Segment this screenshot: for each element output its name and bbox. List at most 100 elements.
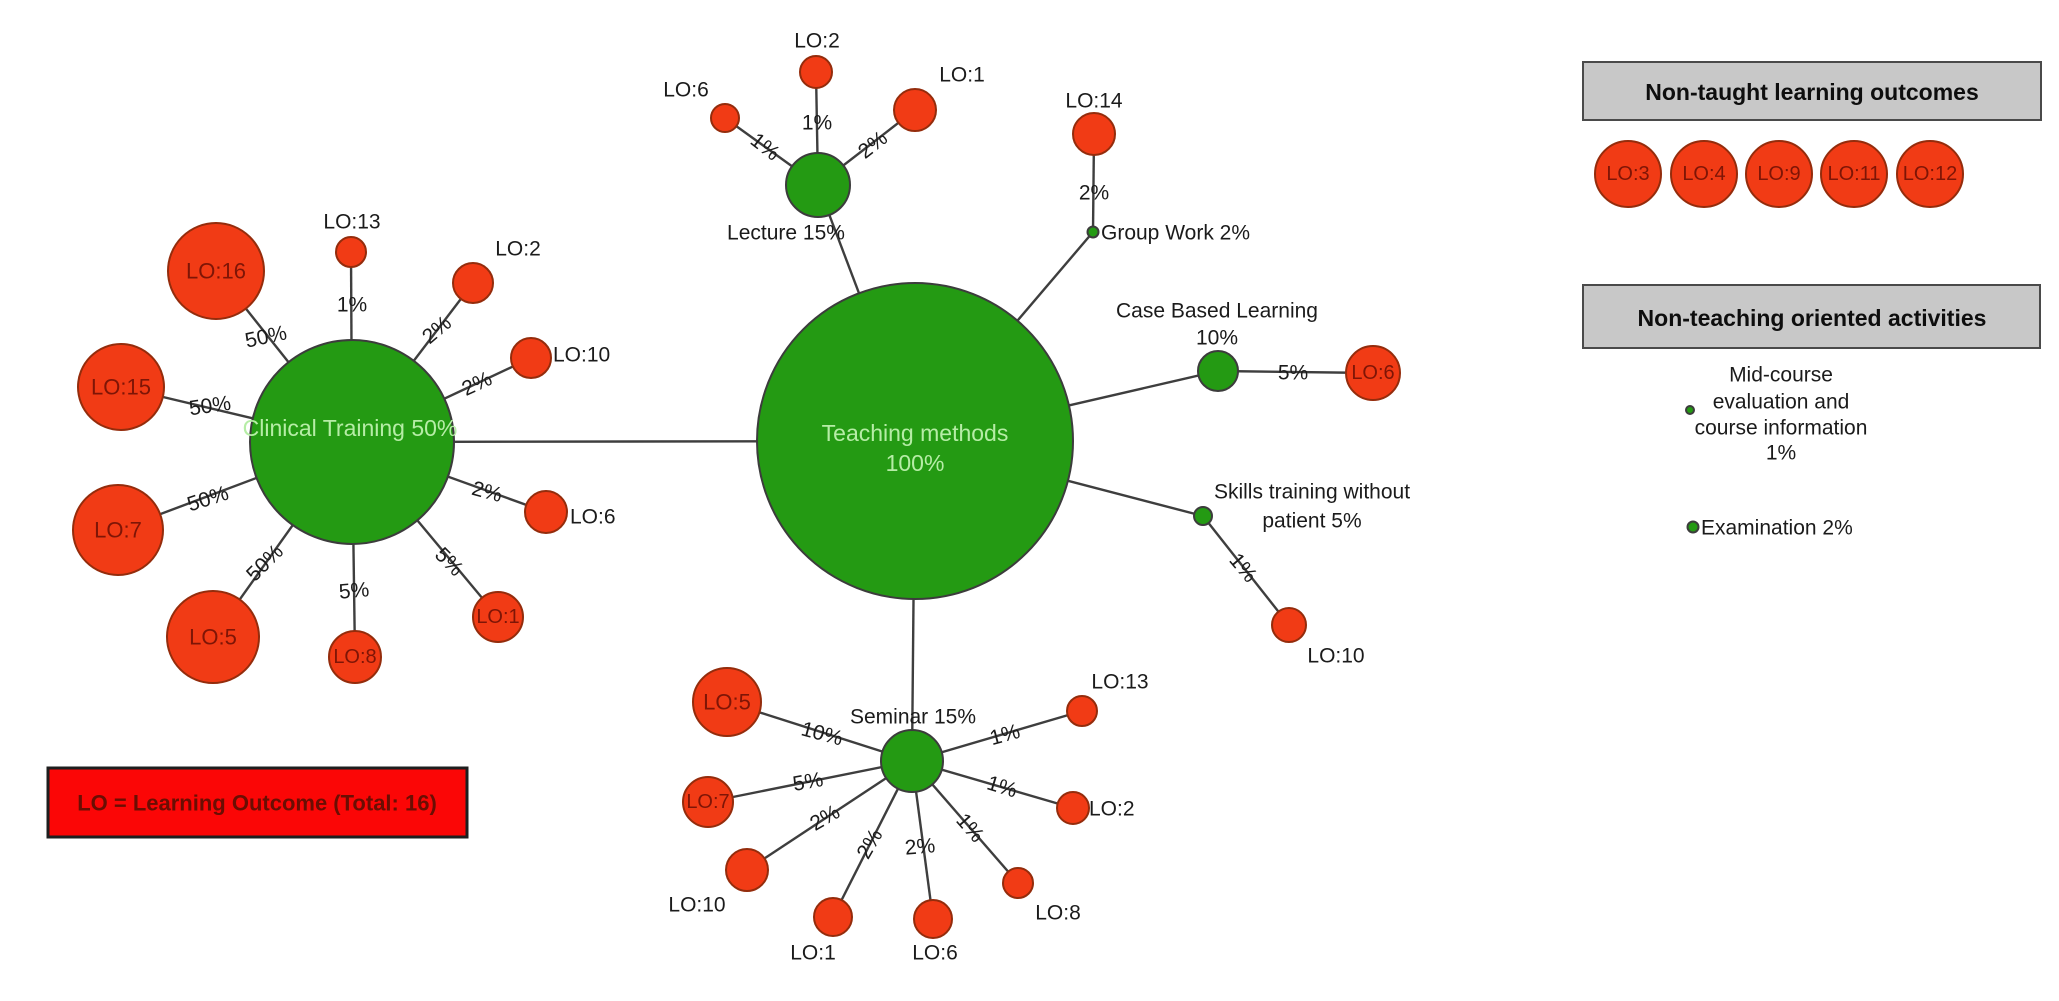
- node-group-work: [1086, 225, 1100, 239]
- pct-clinical-lo7: 50%: [184, 482, 231, 517]
- node-clinical-training: [249, 339, 455, 545]
- case-based-label-line2: 10%: [1196, 327, 1238, 350]
- pct-seminar-lo13: 1%: [987, 720, 1022, 750]
- examination-dot: [1686, 520, 1700, 534]
- node-nontaught-lo12: [1896, 140, 1964, 208]
- edge-skills-lo10: [1202, 515, 1290, 626]
- pct-lecture-lo6: 1%: [746, 129, 784, 166]
- seminar-lo1-label: LO:1: [790, 942, 836, 965]
- seminar-lo8-label: LO:8: [1035, 902, 1081, 925]
- node-seminar-lo1: [813, 897, 853, 937]
- examination-label: Examination 2%: [1701, 517, 1853, 540]
- node-groupwork-lo14: [1072, 112, 1116, 156]
- teaching-methods-label-line1: Teaching methods: [822, 420, 1009, 446]
- pct-clinical-lo16: 50%: [243, 321, 289, 352]
- seminar-lo6-label: LO:6: [912, 942, 958, 965]
- lecture-lo1-label: LO:1: [939, 64, 985, 87]
- panel-non-taught: Non-taught learning outcomes LO:3 LO:4 L…: [1582, 61, 2042, 208]
- pct-clinical-lo2: 2%: [418, 311, 456, 348]
- nontaught-lo4-label: LO:4: [1682, 163, 1725, 185]
- lecture-label: Lecture 15%: [727, 222, 845, 245]
- node-teaching-methods: [756, 282, 1074, 600]
- node-clinical-lo7: [72, 484, 164, 576]
- node-clinical-lo15: [77, 343, 165, 431]
- casebased-lo6-label: LO:6: [1351, 362, 1394, 384]
- clinical-lo5-label: LO:5: [189, 625, 237, 650]
- node-skills-lo10: [1271, 607, 1307, 643]
- mid-course-dot: [1685, 405, 1695, 415]
- pct-seminar-lo1: 2%: [852, 825, 887, 863]
- teaching-methods-label-line2: 100%: [886, 450, 945, 476]
- pct-clinical-lo5: 50%: [242, 540, 288, 586]
- node-clinical-lo6: [524, 490, 568, 534]
- node-seminar-lo8: [1002, 867, 1034, 899]
- mid-course-line4: 1%: [1766, 442, 1796, 465]
- non-taught-header-title: Non-taught learning outcomes: [1645, 79, 1979, 105]
- node-clinical-lo5: [166, 590, 260, 684]
- pct-seminar-lo7: 5%: [791, 768, 825, 796]
- node-clinical-lo1: [472, 591, 524, 643]
- node-seminar-lo13: [1066, 695, 1098, 727]
- skills-lo10-label: LO:10: [1307, 645, 1364, 668]
- legend-box: [46, 766, 469, 839]
- node-seminar-lo7: [682, 776, 734, 828]
- seminar-label: Seminar 15%: [850, 706, 976, 729]
- groupwork-lo14-label: LO:14: [1065, 90, 1123, 113]
- seminar-lo10-label: LO:10: [668, 894, 725, 917]
- clinical-lo15-label: LO:15: [91, 375, 151, 400]
- node-seminar-lo6: [913, 899, 953, 939]
- clinical-training-label: Clinical Training 50%: [243, 415, 458, 441]
- seminar-lo2-label: LO:2: [1089, 798, 1135, 821]
- pct-clinical-lo6: 2%: [469, 477, 504, 507]
- non-teaching-header-title: Non-teaching oriented activities: [1638, 305, 1987, 331]
- pct-clinical-lo8: 5%: [338, 578, 370, 604]
- node-lecture: [785, 152, 851, 218]
- case-based-label-line1: Case Based Learning: [1116, 300, 1318, 323]
- outcome-nodes: [72, 55, 1401, 939]
- pct-groupwork-lo14: 2%: [1079, 182, 1109, 205]
- edge-seminar-lo10: [746, 759, 913, 872]
- seminar-lo7-label: LO:7: [686, 791, 729, 813]
- node-clinical-lo16: [167, 222, 265, 320]
- mid-course-line1: Mid-course: [1729, 364, 1833, 387]
- clinical-lo10-label: LO:10: [553, 344, 610, 367]
- skills-label-line1: Skills training without: [1214, 481, 1410, 504]
- node-clinical-lo2: [452, 262, 494, 304]
- node-seminar-lo10: [725, 848, 769, 892]
- seminar-lo13-label: LO:13: [1091, 671, 1148, 694]
- node-clinical-lo10: [510, 337, 552, 379]
- non-taught-header-box: [1582, 61, 2042, 121]
- lecture-lo2-label: LO:2: [794, 30, 840, 53]
- clinical-lo8-label: LO:8: [333, 646, 376, 668]
- pct-casebased-lo6: 5%: [1278, 362, 1308, 385]
- mid-course-line3: course information: [1695, 417, 1868, 440]
- node-clinical-lo8: [328, 630, 382, 684]
- pct-seminar-lo10: 2%: [806, 800, 844, 835]
- outcome-labels: LO:16 LO:15 LO:7 LO:5 LO:8 LO:1 LO:13 LO…: [91, 30, 1395, 965]
- clinical-lo7-label: LO:7: [94, 518, 142, 543]
- node-seminar: [880, 729, 944, 793]
- panel-non-teaching: Non-teaching oriented activities Mid-cou…: [1582, 284, 2041, 540]
- node-nontaught-lo3: [1594, 140, 1662, 208]
- legend-text: LO = Learning Outcome (Total: 16): [77, 791, 437, 816]
- group-work-label: Group Work 2%: [1101, 222, 1250, 245]
- node-seminar-lo5: [692, 667, 762, 737]
- clinical-lo13-label: LO:13: [323, 211, 380, 234]
- pct-seminar-lo5: 10%: [799, 717, 846, 750]
- node-skills-training: [1193, 506, 1213, 526]
- non-teaching-header-box: [1582, 284, 2041, 349]
- clinical-lo1-label: LO:1: [476, 606, 519, 628]
- node-lecture-lo2: [799, 55, 833, 89]
- seminar-lo5-label: LO:5: [703, 690, 751, 715]
- nontaught-lo11-label: LO:11: [1828, 163, 1881, 185]
- node-lecture-lo1: [893, 88, 937, 132]
- node-nontaught-lo11: [1820, 140, 1888, 208]
- node-case-based-learning: [1197, 350, 1239, 392]
- hub-nodes: [249, 152, 1239, 793]
- clinical-lo2-label: LO:2: [495, 238, 541, 261]
- node-seminar-lo2: [1056, 791, 1090, 825]
- edge-seminar-lo7: [707, 759, 913, 804]
- nontaught-lo3-label: LO:3: [1606, 163, 1649, 185]
